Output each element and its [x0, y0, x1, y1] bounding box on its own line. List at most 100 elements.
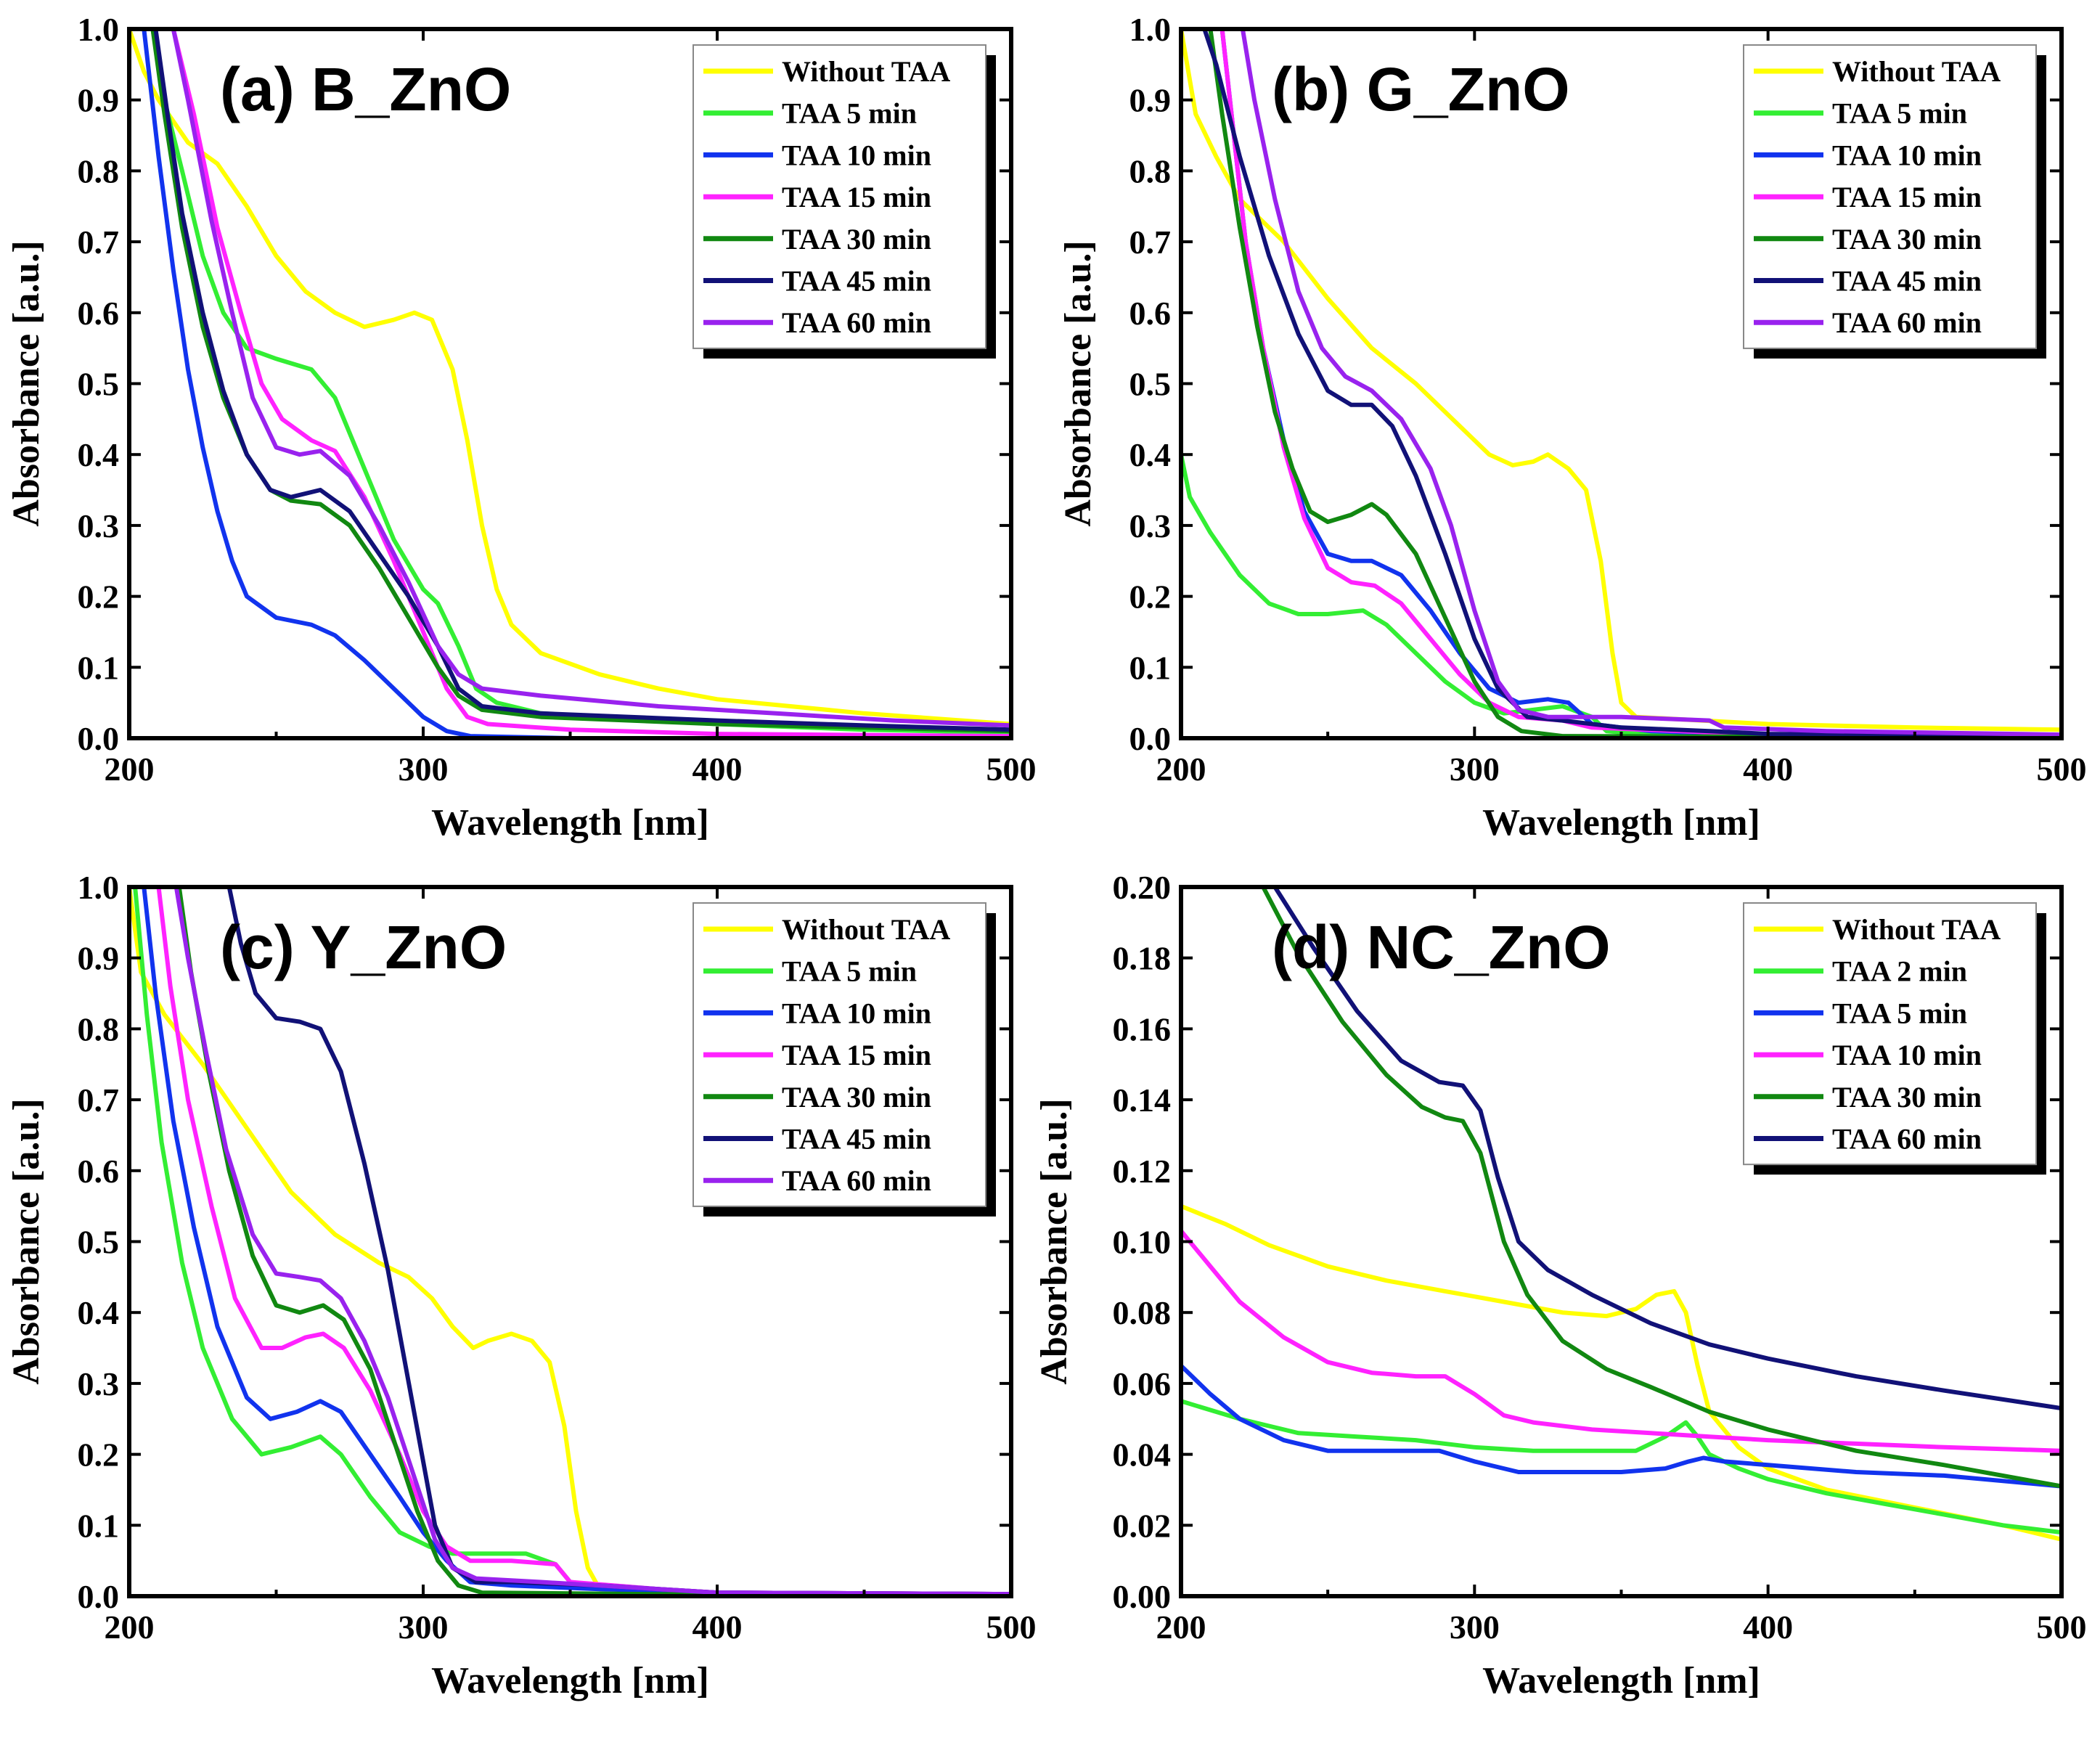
series-lines-c — [129, 887, 1011, 1596]
legend-label: TAA 60 min — [782, 1164, 931, 1197]
y-tick-label: 0.8 — [78, 152, 120, 189]
y-axis-title: Absorbance [a.u.] — [1034, 1098, 1075, 1384]
series-line-without-taa — [129, 29, 1011, 727]
series-line-taa-10-min — [142, 29, 1011, 738]
y-axis-title: Absorbance [a.u.] — [6, 240, 47, 526]
chart-panel-b: 200 300 400 500 0.0 0.1 0.2 0.3 0.4 0.5 0.6 0.7 0.8 0… — [1058, 11, 2087, 843]
legend-label: TAA 15 min — [782, 181, 931, 213]
series-lines-d — [1181, 887, 2062, 1542]
legend-label: TAA 30 min — [782, 223, 931, 256]
legend-label: TAA 5 min — [782, 97, 917, 130]
y-tick-label: 0.0 — [78, 1578, 120, 1615]
y-tick-label: 0.4 — [78, 436, 120, 473]
y-tick-label: 0.7 — [78, 224, 120, 261]
series-line-taa-2-min — [1181, 1399, 2062, 1535]
y-tick-label: 0.20 — [1113, 869, 1172, 906]
y-tick-label: 0.16 — [1113, 1010, 1172, 1047]
series-line-taa-30-min — [1208, 29, 2062, 738]
series-line-taa-45-min — [153, 29, 1011, 732]
legend-label: TAA 5 min — [1832, 997, 1967, 1029]
legend-label: Without TAA — [1832, 55, 2001, 88]
series-line-taa-10-min — [1181, 1228, 2062, 1453]
x-tick-label: 300 — [1450, 1609, 1500, 1646]
panel-title: (c) Y_ZnO — [220, 913, 507, 981]
legend-label: TAA 5 min — [782, 955, 917, 988]
legend-label: TAA 60 min — [1832, 306, 1982, 339]
series-line-taa-5-min — [1181, 1363, 2062, 1489]
y-tick-label: 0.6 — [1129, 295, 1172, 332]
legend-label: TAA 30 min — [782, 1081, 931, 1113]
y-tick-label: 0.1 — [78, 1507, 120, 1544]
series-line-taa-45-min — [1202, 29, 2062, 738]
series-line-taa-60-min — [171, 29, 1011, 728]
y-tick-label: 0.06 — [1113, 1365, 1172, 1402]
y-tick-label: 0.8 — [1129, 152, 1172, 189]
y-tick-label: 0.6 — [78, 1153, 120, 1190]
x-tick-label: 500 — [986, 751, 1037, 788]
y-tick-label: 0.0 — [1129, 720, 1172, 757]
legend: Without TAA TAA 2 min TAA 5 min TAA 10 min T… — [1743, 902, 2046, 1175]
legend-label: TAA 5 min — [1832, 97, 1967, 130]
series-line-taa-15-min — [156, 887, 1011, 1596]
legend-label: TAA 2 min — [1832, 955, 1967, 988]
x-tick-label: 500 — [2037, 1609, 2087, 1646]
series-line-taa-30-min — [1261, 887, 2062, 1489]
y-tick-label: 0.00 — [1113, 1578, 1172, 1615]
series-line-without-taa — [1181, 29, 2062, 732]
y-tick-label: 0.0 — [78, 720, 120, 757]
legend-label: TAA 10 min — [782, 997, 931, 1029]
legend-label: TAA 10 min — [782, 139, 931, 171]
y-tick-label: 0.10 — [1113, 1224, 1172, 1261]
y-tick-label: 0.2 — [1129, 579, 1172, 616]
legend-label: TAA 30 min — [1832, 1081, 1982, 1113]
x-tick-label: 300 — [399, 751, 449, 788]
x-axis-title: Wavelength [nm] — [431, 1660, 709, 1701]
legend-label: TAA 45 min — [782, 1123, 931, 1156]
x-tick-label: 200 — [1156, 751, 1206, 788]
x-tick-label: 500 — [986, 1609, 1037, 1646]
y-tick-label: 0.14 — [1113, 1082, 1172, 1119]
y-tick-label: 0.5 — [78, 366, 120, 403]
panel-title: (a) B_ZnO — [220, 55, 511, 123]
x-tick-label: 400 — [1743, 751, 1793, 788]
y-tick-label: 0.5 — [78, 1224, 120, 1261]
panel-title: (d) NC_ZnO — [1272, 913, 1611, 981]
legend-label: TAA 30 min — [1832, 223, 1982, 256]
chart-panel-a: 200 300 400 500 0.0 0.1 0.2 0.3 0.4 0.5 0.6 0.7 0.8 0… — [6, 11, 1037, 843]
y-tick-label: 0.4 — [1129, 436, 1172, 473]
x-tick-label: 200 — [105, 1609, 155, 1646]
y-tick-label: 0.5 — [1129, 366, 1172, 403]
y-tick-label: 0.18 — [1113, 940, 1172, 977]
legend-label: TAA 10 min — [1832, 1039, 1982, 1071]
legend-label: TAA 45 min — [782, 265, 931, 298]
x-tick-label: 200 — [1156, 1609, 1206, 1646]
y-tick-label: 0.3 — [78, 507, 120, 544]
x-tick-label: 400 — [692, 1609, 743, 1646]
series-line-without-taa — [129, 887, 1011, 1596]
chart-panel-c: 200 300 400 500 0.0 0.1 0.2 0.3 0.4 0.5 0.6 0.7 0.8 0… — [6, 869, 1037, 1701]
legend: Without TAA TAA 5 min TAA 10 min TAA 15 min… — [692, 902, 996, 1217]
y-tick-label: 0.3 — [1129, 507, 1172, 544]
y-tick-label: 0.3 — [78, 1365, 120, 1402]
series-line-taa-10-min — [142, 887, 1011, 1596]
legend-label: Without TAA — [782, 55, 950, 88]
x-tick-label: 300 — [399, 1609, 449, 1646]
y-tick-label: 0.8 — [78, 1010, 120, 1047]
x-tick-label: 300 — [1450, 751, 1500, 788]
y-tick-label: 0.12 — [1113, 1153, 1172, 1190]
x-tick-label: 400 — [692, 751, 743, 788]
legend-label: Without TAA — [1832, 913, 2001, 946]
legend-label: TAA 60 min — [782, 306, 931, 339]
series-line-taa-60-min — [1240, 29, 2062, 737]
x-axis-title: Wavelength [nm] — [431, 802, 709, 843]
x-axis-title: Wavelength [nm] — [1482, 802, 1760, 843]
y-tick-label: 0.1 — [78, 649, 120, 686]
x-tick-label: 500 — [2037, 751, 2087, 788]
panel-title: (b) G_ZnO — [1272, 55, 1570, 123]
legend: Without TAA TAA 5 min TAA 10 min TAA 15 min… — [692, 44, 996, 359]
legend-label: TAA 10 min — [1832, 139, 1982, 171]
y-tick-label: 0.7 — [1129, 224, 1172, 261]
y-tick-label: 0.7 — [78, 1082, 120, 1119]
legend-label: TAA 60 min — [1832, 1123, 1982, 1156]
